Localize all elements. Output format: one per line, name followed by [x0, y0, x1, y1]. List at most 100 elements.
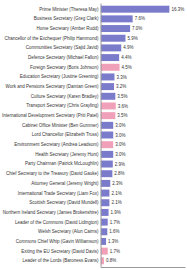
- bar: [101, 6, 170, 13]
- y-tick-label: Health Secretary (Jeremy Hunt): [35, 152, 99, 157]
- data-label: 3.5%: [117, 113, 127, 118]
- chart-container: Prime Minister (Theresa May) Business Sec…: [0, 0, 187, 270]
- y-axis-line: [101, 4, 102, 268]
- bar: [101, 248, 108, 255]
- bar: [101, 25, 131, 32]
- y-tick-label: Leader of the Commons (David Lidington): [15, 220, 99, 225]
- y-tick: Health Secretary (Jeremy Hunt): [35, 152, 99, 157]
- y-tick-label: Cabinet Office Minister (Ben Gummer): [22, 123, 99, 128]
- y-tick: Commons Chief Whip (Gavin Williamson): [16, 239, 99, 244]
- y-tick-label: Communities Secretary (Sajid Javid): [26, 45, 99, 50]
- y-tick: Cabinet Office Minister (Ben Gummer): [22, 123, 99, 128]
- y-tick: Environment Secretary (Andrea Leadsom): [14, 142, 99, 147]
- data-label: 7.0%: [132, 26, 142, 31]
- data-label: 4.9%: [123, 45, 133, 50]
- data-label: 5.9%: [127, 36, 137, 41]
- bar: [101, 112, 116, 119]
- y-tick: Education Secretary (Justine Greening): [20, 74, 99, 79]
- data-label: 3.0%: [115, 133, 125, 138]
- y-tick-label: Northern Ireland Secretary (James Broken…: [3, 210, 99, 215]
- y-tick: Culture Secretary (Karen Bradley): [31, 94, 99, 99]
- y-tick-label: Attorney General (Jeremy Wright): [31, 181, 99, 186]
- y-tick-label: International Development Secretary (Pri…: [2, 113, 99, 118]
- y-tick: Business Secretary (Greg Clark): [34, 16, 99, 21]
- data-label: 1.7%: [110, 220, 120, 225]
- data-label: 2.9%: [115, 162, 125, 167]
- bar: [101, 35, 126, 42]
- y-tick-label: Chancellor of the Exchequer (Philip Hamm…: [5, 36, 100, 41]
- y-tick: International Trade Secretary (Liam Fox): [18, 191, 99, 196]
- data-label: 0.8%: [106, 258, 116, 263]
- y-tick-label: Commons Chief Whip (Gavin Williamson): [16, 239, 99, 244]
- y-tick-label: Scottish Secretary (David Mundell): [29, 200, 99, 205]
- data-label: 1.9%: [111, 210, 121, 215]
- chart: Prime Minister (Theresa May) Business Sec…: [0, 0, 187, 270]
- bar: [101, 190, 110, 197]
- bar: [101, 132, 114, 139]
- y-tick: Communities Secretary (Sajid Javid): [26, 45, 99, 50]
- y-tick: Leader of the Lords (Baroness Evans): [23, 258, 100, 263]
- y-tick: Home Secretary (Amber Rudd): [37, 26, 100, 31]
- y-tick: Exiting the EU Secretary (David Davis): [21, 249, 99, 254]
- bar: [101, 209, 109, 216]
- bar: [101, 180, 111, 187]
- data-label: 3.2%: [116, 84, 126, 89]
- y-tick-label: Foreign Secretary (Boris Johnson): [30, 65, 99, 70]
- y-axis: Prime Minister (Theresa May) Business Sec…: [2, 4, 101, 268]
- y-tick-label: Exiting the EU Secretary (David Davis): [21, 249, 99, 254]
- y-tick-label: Prime Minister (Theresa May): [39, 7, 99, 12]
- bar: [101, 199, 110, 206]
- y-tick: Chief Secretary to the Treasury (David G…: [6, 171, 99, 176]
- y-tick-label: Education Secretary (Justine Greening): [20, 74, 99, 79]
- data-label: 4.4%: [121, 55, 131, 60]
- y-tick: Leader of the Commons (David Lidington): [15, 220, 99, 225]
- bar: [101, 44, 122, 51]
- y-tick: Transport Secretary (Chris Grayling): [26, 103, 99, 108]
- y-tick-label: Environment Secretary (Andrea Leadsom): [14, 142, 99, 147]
- y-tick-label: Transport Secretary (Chris Grayling): [26, 103, 99, 108]
- bar: [101, 64, 120, 71]
- bar: [101, 151, 114, 158]
- y-tick: Prime Minister (Theresa May): [39, 7, 99, 12]
- data-label: 3.6%: [118, 104, 128, 109]
- bar: [101, 54, 120, 61]
- bar: [101, 93, 116, 100]
- data-label: 2.3%: [112, 181, 122, 186]
- y-tick: Welsh Secretary (Alun Cairns): [38, 229, 99, 234]
- y-tick: Chancellor of the Exchequer (Philip Hamm…: [5, 36, 100, 41]
- bar: [101, 83, 115, 90]
- data-label: 4.5%: [122, 65, 132, 70]
- bar: [101, 73, 115, 80]
- y-tick: Northern Ireland Secretary (James Broken…: [3, 210, 99, 215]
- y-tick-label: Home Secretary (Amber Rudd): [37, 26, 100, 31]
- data-labels: 16.3% 7.6% 7.0% 5.9% 4.9% 4.4% 4.5% 3.3% 3.2% 3.5…: [106, 7, 184, 264]
- y-tick-label: Chief Secretary to the Treasury (David G…: [6, 171, 99, 176]
- bar: [101, 141, 114, 148]
- y-tick-label: Work and Pensions Secretary (Damian Gree…: [6, 84, 99, 89]
- data-label: 3.0%: [115, 142, 125, 147]
- y-tick-label: Lord Chancellor (Elizabeth Truss): [32, 132, 99, 137]
- bar: [101, 122, 114, 129]
- y-tick: International Development Secretary (Pri…: [2, 113, 99, 118]
- data-label: 1.7%: [110, 249, 120, 254]
- y-tick-label: Business Secretary (Greg Clark): [34, 16, 99, 21]
- bar: [101, 102, 116, 109]
- data-label: 1.3%: [108, 239, 118, 244]
- data-label: 2.8%: [114, 171, 124, 176]
- y-tick: Attorney General (Jeremy Wright): [31, 181, 99, 186]
- y-tick-label: International Trade Secretary (Liam Fox): [18, 191, 99, 196]
- data-label: 3.0%: [115, 152, 125, 157]
- y-tick-label: Culture Secretary (Karen Bradley): [31, 94, 99, 99]
- data-label: 16.3%: [171, 7, 184, 12]
- data-label: 7.6%: [135, 16, 145, 21]
- y-tick: Party Chairman (Patrick McLoughlin): [25, 161, 99, 166]
- x-axis-line: [101, 267, 185, 268]
- bar: [101, 161, 113, 168]
- x-axis: [101, 267, 185, 268]
- data-label: 2.1%: [111, 191, 121, 196]
- data-label: 3.5%: [117, 94, 127, 99]
- data-label: 3.3%: [116, 75, 126, 80]
- y-tick: Lord Chancellor (Elizabeth Truss): [32, 132, 99, 137]
- bar: [101, 219, 108, 226]
- y-tick: Scottish Secretary (David Mundell): [29, 200, 99, 205]
